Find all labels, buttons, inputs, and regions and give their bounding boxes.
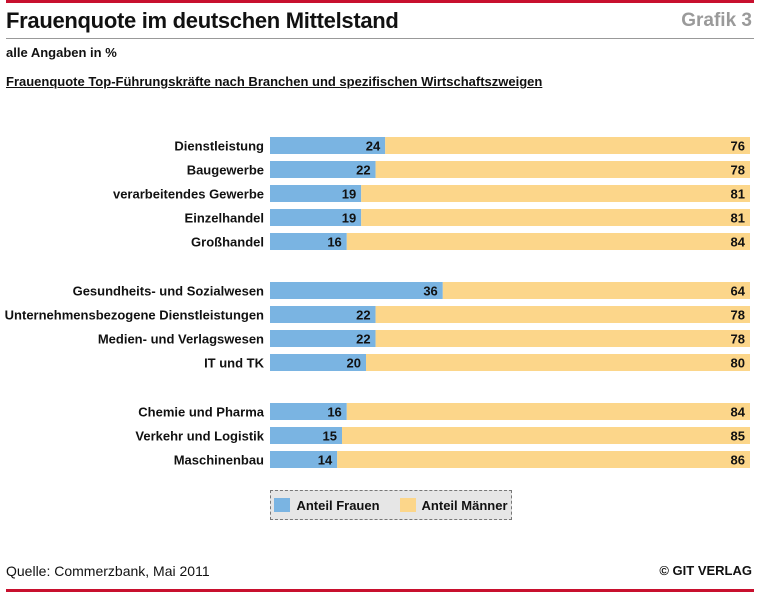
- category-label-chemie-und-pharma: Chemie und Pharma: [138, 405, 264, 420]
- publisher-credit: © GIT VERLAG: [659, 563, 752, 578]
- value-label-frauen-it-und-tk: 20: [347, 356, 361, 371]
- value-label-frauen-chemie-und-pharma: 16: [327, 405, 341, 420]
- value-label-frauen-verarbeitendes-gewerbe: 19: [342, 187, 356, 202]
- bar-frauen-einzelhandel: [270, 209, 362, 226]
- value-label-frauen-einzelhandel: 19: [342, 211, 356, 226]
- value-label-maenner-einzelhandel: 81: [731, 211, 745, 226]
- legend-swatch-frauen: [274, 498, 291, 512]
- bar-maenner-it-und-tk: [366, 354, 750, 371]
- category-label-it-und-tk: IT und TK: [204, 356, 265, 371]
- bar-frauen-verarbeitendes-gewerbe: [270, 185, 362, 202]
- unit-subtitle: alle Angaben in %: [6, 45, 117, 60]
- value-label-frauen-baugewerbe: 22: [356, 163, 370, 178]
- category-label-gesundheits-und-sozialwesen: Gesundheits- und Sozialwesen: [73, 284, 264, 299]
- bar-maenner-baugewerbe: [375, 161, 750, 178]
- bar-maenner-chemie-und-pharma: [346, 403, 750, 420]
- value-label-maenner-medien-und-verlagswesen: 78: [731, 332, 745, 347]
- bar-maenner-verkehr-und-logistik: [342, 427, 750, 444]
- bar-frauen-unternehmensbezogene-dienstleistungen: [270, 306, 376, 323]
- category-label-dienstleistung: Dienstleistung: [174, 139, 264, 154]
- value-label-maenner-chemie-und-pharma: 84: [731, 405, 746, 420]
- value-label-frauen-gesundheits-und-sozialwesen: 36: [423, 284, 437, 299]
- value-label-frauen-dienstleistung: 24: [366, 139, 381, 154]
- value-label-frauen-maschinenbau: 14: [318, 453, 333, 468]
- page-title: Frauenquote im deutschen Mittelstand: [6, 8, 399, 33]
- bar-maenner-gesundheits-und-sozialwesen: [442, 282, 750, 299]
- source-note: Quelle: Commerzbank, Mai 2011: [6, 563, 210, 579]
- value-label-maenner-verkehr-und-logistik: 85: [731, 429, 745, 444]
- bar-frauen-chemie-und-pharma: [270, 403, 347, 420]
- value-label-maenner-it-und-tk: 80: [731, 356, 745, 371]
- category-label-grosshandel: Großhandel: [191, 235, 264, 250]
- value-label-frauen-unternehmensbezogene-dienstleistungen: 22: [356, 308, 370, 323]
- value-label-maenner-maschinenbau: 86: [731, 453, 745, 468]
- bar-frauen-it-und-tk: [270, 354, 366, 371]
- bar-frauen-gesundheits-und-sozialwesen: [270, 282, 443, 299]
- chart-legend: Anteil Frauen Anteil Männer: [270, 490, 512, 520]
- bottom-rule: [6, 589, 754, 592]
- category-label-verarbeitendes-gewerbe: verarbeitendes Gewerbe: [113, 187, 264, 202]
- bar-maenner-maschinenbau: [337, 451, 750, 468]
- bar-maenner-verarbeitendes-gewerbe: [361, 185, 750, 202]
- value-label-frauen-grosshandel: 16: [327, 235, 341, 250]
- value-label-maenner-gesundheits-und-sozialwesen: 64: [731, 284, 746, 299]
- category-label-baugewerbe: Baugewerbe: [187, 163, 264, 178]
- legend-label-maenner: Anteil Männer: [421, 497, 508, 513]
- bar-frauen-medien-und-verlagswesen: [270, 330, 376, 347]
- category-label-maschinenbau: Maschinenbau: [174, 453, 264, 468]
- value-label-maenner-dienstleistung: 76: [731, 139, 745, 154]
- bar-frauen-verkehr-und-logistik: [270, 427, 342, 444]
- value-label-maenner-unternehmensbezogene-dienstleistungen: 78: [731, 308, 745, 323]
- value-label-frauen-medien-und-verlagswesen: 22: [356, 332, 370, 347]
- grafik-label: Grafik 3: [681, 10, 752, 31]
- chart-title: Frauenquote Top-Führungskräfte nach Bran…: [6, 74, 543, 89]
- legend-swatch-maenner: [399, 498, 416, 512]
- bar-frauen-maschinenbau: [270, 451, 338, 468]
- value-label-frauen-verkehr-und-logistik: 15: [323, 429, 337, 444]
- value-label-maenner-grosshandel: 84: [731, 235, 746, 250]
- title-divider: [6, 38, 754, 39]
- legend-label-frauen: Anteil Frauen: [296, 497, 380, 513]
- value-label-maenner-verarbeitendes-gewerbe: 81: [731, 187, 745, 202]
- legend-item-frauen: Anteil Frauen: [274, 497, 380, 513]
- category-label-verkehr-und-logistik: Verkehr und Logistik: [135, 429, 264, 444]
- legend-item-maenner: Anteil Männer: [399, 497, 508, 513]
- value-label-maenner-baugewerbe: 78: [731, 163, 745, 178]
- bar-frauen-baugewerbe: [270, 161, 376, 178]
- category-label-medien-und-verlagswesen: Medien- und Verlagswesen: [98, 332, 264, 347]
- bar-frauen-grosshandel: [270, 233, 347, 250]
- bar-maenner-unternehmensbezogene-dienstleistungen: [375, 306, 750, 323]
- category-label-unternehmensbezogene-dienstleistungen: Unternehmensbezogene Dienstleistungen: [5, 308, 264, 323]
- bar-maenner-grosshandel: [346, 233, 750, 250]
- bar-maenner-einzelhandel: [361, 209, 750, 226]
- bar-maenner-medien-und-verlagswesen: [375, 330, 750, 347]
- category-label-einzelhandel: Einzelhandel: [185, 211, 264, 226]
- bar-maenner-dienstleistung: [385, 137, 750, 154]
- top-rule: [6, 0, 754, 3]
- bar-frauen-dienstleistung: [270, 137, 386, 154]
